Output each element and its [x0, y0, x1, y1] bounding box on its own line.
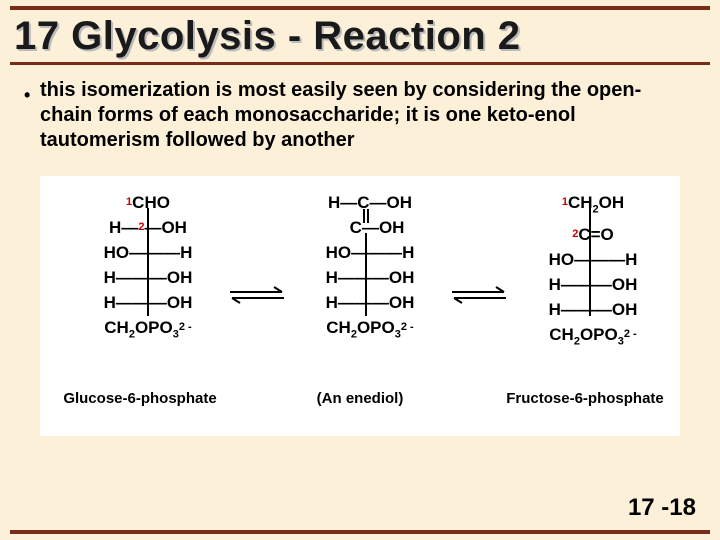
reaction-diagram: 1CHO H—2—OH HO———H H———OH H———OH CH2OPO3… [40, 176, 680, 436]
double-bond [363, 209, 369, 223]
molecule-fructose-6-phosphate: 1CH2OH 2C=O HO———H H———OH H———OH CH2OPO3… [508, 190, 678, 355]
equilibrium-arrow-icon [226, 286, 288, 304]
backbone-line [147, 208, 149, 316]
molecule-name: (An enediol) [280, 390, 440, 407]
page-number: 17 -18 [628, 494, 696, 522]
bottom-rule [10, 530, 710, 534]
equilibrium-arrow-icon [448, 286, 510, 304]
bullet-text: this isomerization is most easily seen b… [40, 78, 690, 153]
backbone-line [589, 208, 591, 316]
molecule-enediol: H—C—OH C—OH HO———H H———OH H———OH CH2OPO3… [290, 190, 450, 347]
backbone-line [365, 233, 367, 316]
slide: 17 Glycolysis - Reaction 2 • this isomer… [0, 0, 720, 540]
bullet-marker: • [24, 85, 30, 106]
molecule-name: Fructose-6-phosphate [492, 390, 678, 407]
slide-title: 17 Glycolysis - Reaction 2 [14, 14, 521, 59]
top-rule [10, 6, 710, 10]
molecule-name: Glucose-6-phosphate [50, 390, 230, 407]
title-underline [10, 62, 710, 65]
